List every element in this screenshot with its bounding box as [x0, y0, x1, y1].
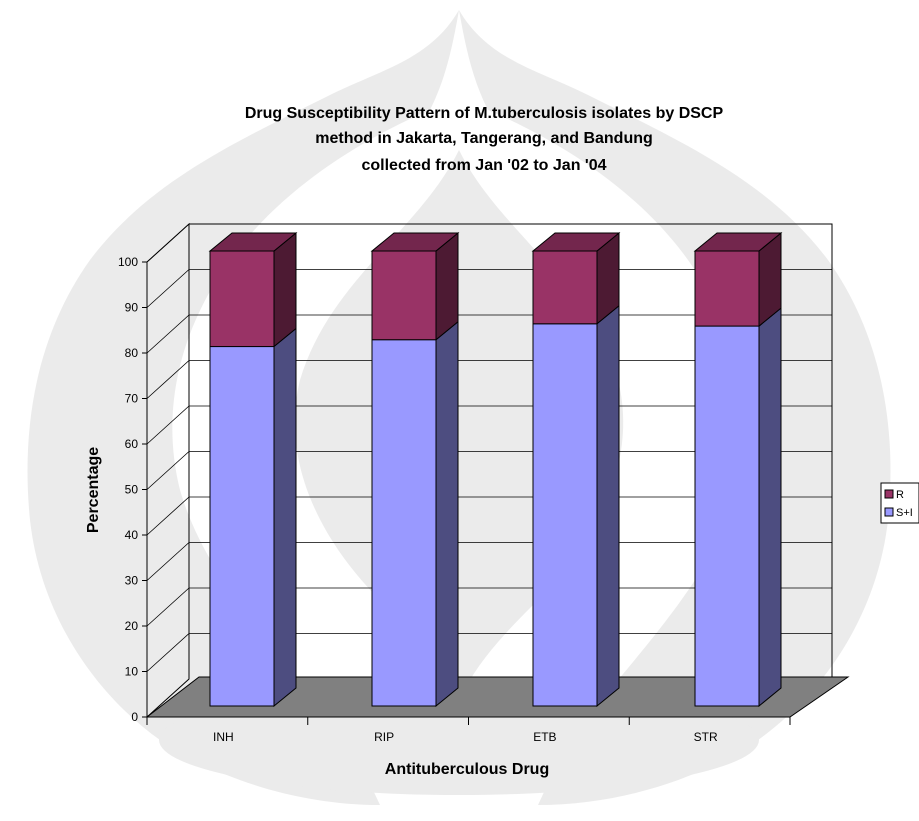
bar-front	[694, 325, 760, 707]
x-tick-label: ETB	[533, 730, 556, 744]
bar-side	[758, 307, 782, 708]
legend-label: S+I	[896, 507, 913, 519]
y-tick-label: 70	[125, 392, 139, 406]
y-tick-label: 60	[125, 437, 139, 451]
chart-title: Drug Susceptibility Pattern of M.tubercu…	[245, 105, 724, 174]
bar-etb-s-i	[532, 304, 620, 708]
y-tick-label: 20	[125, 619, 139, 633]
gridline-side	[146, 496, 190, 536]
bar-side	[273, 231, 297, 348]
gridline-side	[146, 314, 190, 354]
bar-top	[208, 232, 298, 252]
bar-inh-s-i	[209, 327, 297, 708]
bar-side	[596, 304, 620, 708]
x-tick-label: INH	[213, 730, 234, 744]
bar-side	[273, 327, 297, 708]
y-tick-label: 100	[118, 255, 138, 269]
gridline-side	[146, 542, 190, 581]
bar-top	[531, 232, 621, 252]
chart-title-line: Drug Susceptibility Pattern of M.tubercu…	[245, 105, 724, 122]
gridline-side	[146, 223, 190, 263]
y-tick-label: 10	[125, 665, 139, 679]
gridline-side	[146, 360, 190, 399]
y-tick-label: 0	[131, 710, 138, 724]
legend-swatch	[884, 489, 894, 499]
bar-front	[371, 339, 437, 707]
bar-rip-s-i	[371, 320, 459, 708]
gridline-side	[146, 587, 190, 627]
bar-front	[694, 250, 760, 327]
x-tick-label: RIP	[374, 730, 394, 744]
bar-side	[435, 320, 459, 708]
bar-inh-r	[208, 231, 298, 348]
bar-top	[370, 232, 460, 252]
gridline-side	[146, 633, 190, 672]
y-tick-label: 30	[125, 574, 139, 588]
x-tick-label: STR	[694, 730, 718, 744]
bar-top	[693, 232, 783, 252]
y-tick-label: 80	[125, 346, 139, 360]
legend-swatch	[884, 507, 894, 517]
bar-etb-r	[531, 231, 621, 325]
gridline-side	[146, 451, 190, 490]
bar-front	[209, 250, 275, 348]
bar-front	[209, 346, 275, 707]
bars	[208, 231, 783, 708]
bar-rip-r	[370, 231, 460, 341]
gridline-side	[146, 405, 190, 445]
chart-title-line: method in Jakarta, Tangerang, and Bandun…	[315, 130, 653, 147]
legend-label: R	[896, 489, 904, 501]
legend: R S+I	[880, 482, 919, 524]
chart-title-line: collected from Jan '02 to Jan '04	[361, 157, 606, 174]
bar-front	[532, 250, 598, 325]
bar-str-r	[693, 231, 783, 328]
x-axis-title: Antituberculous Drug	[385, 761, 549, 778]
y-tick-label: 50	[125, 483, 139, 497]
bar-side	[435, 231, 459, 341]
y-tick-label: 40	[125, 528, 139, 542]
bar-front	[532, 323, 598, 707]
axes: 0 10 20 30 40 50 60 70 80 90 100 INH RIP ETB STR	[118, 255, 791, 744]
bar-str-s-i	[694, 307, 782, 708]
y-axis-title: Percentage	[85, 447, 102, 533]
y-tick-label: 90	[125, 301, 139, 315]
gridline-side	[146, 269, 190, 308]
bar-front	[371, 250, 437, 341]
